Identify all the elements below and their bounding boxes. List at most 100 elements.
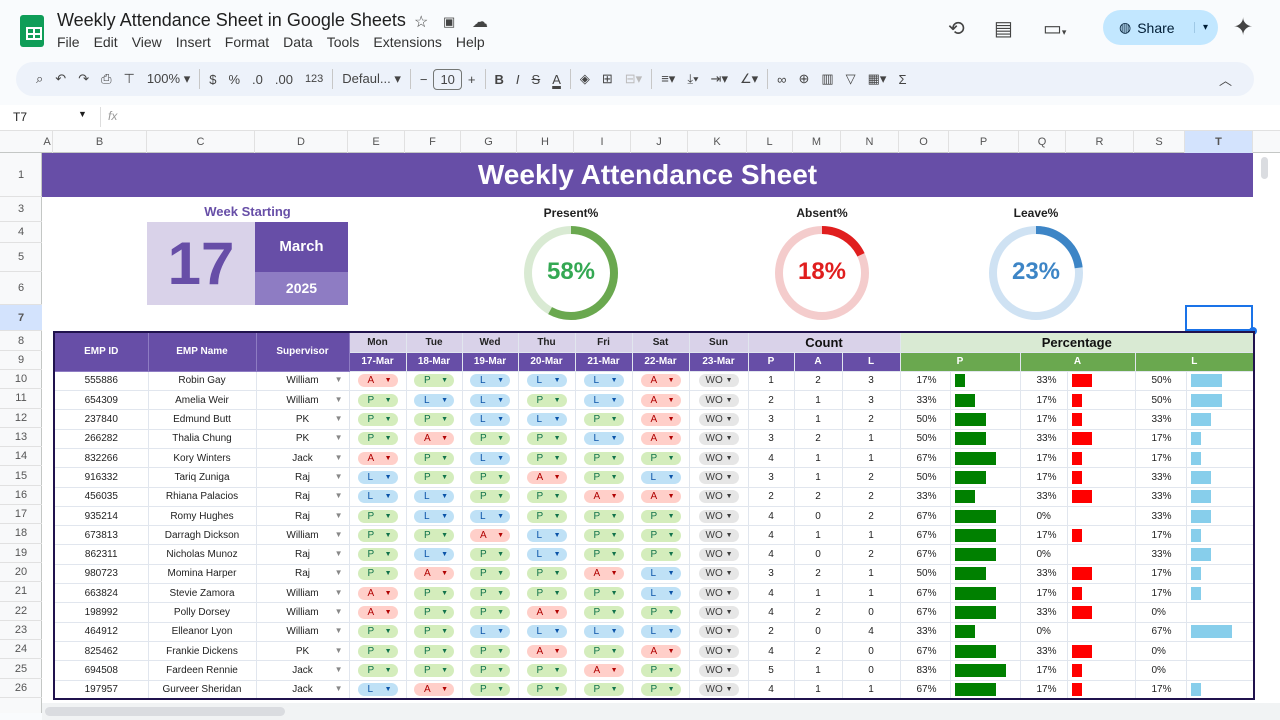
status-chip-p[interactable]: P ▼ [470,663,510,677]
status-chip-p[interactable]: P ▼ [414,528,454,542]
status-chip-l[interactable]: L ▼ [640,567,681,581]
attendance-cell[interactable]: L ▼ [461,409,519,430]
currency-button[interactable]: $ [209,71,217,87]
menu-tools[interactable]: Tools [326,34,360,50]
row-header-25[interactable]: 25 [0,660,42,679]
attendance-cell[interactable]: L ▼ [517,525,576,546]
attendance-cell[interactable]: P ▼ [405,621,463,642]
status-chip-a[interactable]: A ▼ [357,606,398,619]
attendance-cell[interactable]: WO ▼ [688,583,749,604]
status-chip-l[interactable]: L ▼ [357,470,398,484]
row-header-20[interactable]: 20 [0,563,42,583]
status-chip-p[interactable]: P ▼ [526,393,567,407]
status-chip-p[interactable]: P ▼ [583,606,624,619]
status-chip-l[interactable]: L ▼ [470,413,510,427]
attendance-cell[interactable]: P ▼ [461,544,519,565]
status-chip-p[interactable]: P ▼ [526,432,567,446]
attendance-cell[interactable]: L ▼ [461,505,519,527]
column-header-d[interactable]: D [255,131,348,153]
increase-decimal-button[interactable]: .00 [274,71,293,87]
status-chip-p[interactable]: P ▼ [470,548,510,562]
row-header-14[interactable]: 14 [0,447,42,467]
attendance-cell[interactable]: L ▼ [405,544,463,565]
status-chip-l[interactable]: L ▼ [470,374,510,388]
functions-icon[interactable]: Σ [898,71,907,87]
attendance-cell[interactable]: P ▼ [574,525,633,546]
font-select[interactable]: Defaul... ▾ [342,71,401,86]
attendance-cell[interactable]: WO ▼ [688,621,749,642]
status-chip-l[interactable]: L ▼ [583,432,624,446]
attendance-cell[interactable]: P ▼ [461,679,519,700]
attendance-cell[interactable]: P ▼ [405,409,463,430]
attendance-cell[interactable]: P ▼ [574,640,633,662]
attendance-cell[interactable]: A ▼ [574,660,633,681]
status-chip-p[interactable]: P ▼ [470,682,510,696]
status-chip-p[interactable]: P ▼ [414,586,454,600]
attendance-cell[interactable]: L ▼ [461,390,519,411]
attendance-cell[interactable]: L ▼ [461,370,519,392]
attendance-cell[interactable]: P ▼ [631,602,690,623]
status-chip-wo[interactable]: WO ▼ [698,490,739,504]
attendance-cell[interactable]: L ▼ [517,409,576,430]
attendance-cell[interactable]: P ▼ [517,679,576,700]
borders-icon[interactable]: ⊞ [601,71,613,86]
status-chip-p[interactable]: P ▼ [357,528,398,542]
attendance-cell[interactable]: P ▼ [461,660,519,681]
name-box-dropdown-icon[interactable]: ▼ [78,109,87,119]
attendance-cell[interactable]: P ▼ [348,544,407,565]
attendance-cell[interactable]: A ▼ [461,525,519,546]
status-chip-p[interactable]: P ▼ [414,470,454,484]
menu-extensions[interactable]: Extensions [373,34,442,50]
supervisor-dropdown[interactable]: Raj ▼ [255,505,350,527]
status-chip-wo[interactable]: WO ▼ [698,509,739,523]
row-header-19[interactable]: 19 [0,544,42,563]
attendance-cell[interactable]: P ▼ [405,370,463,392]
status-chip-wo[interactable]: WO ▼ [698,625,739,639]
status-chip-p[interactable]: P ▼ [357,413,398,427]
status-chip-p[interactable]: P ▼ [526,682,567,696]
status-chip-p[interactable]: P ▼ [526,451,567,465]
supervisor-dropdown[interactable]: PK ▼ [255,409,350,430]
supervisor-dropdown[interactable]: William ▼ [255,370,350,392]
attendance-cell[interactable]: L ▼ [348,467,407,488]
status-chip-p[interactable]: P ▼ [414,606,454,619]
meet-icon[interactable]: ▭▾ [1043,18,1067,40]
attendance-cell[interactable]: P ▼ [405,640,463,662]
menu-insert[interactable]: Insert [175,34,211,50]
row-header-4[interactable]: 4 [0,222,42,243]
insert-chart-icon[interactable]: ▥ [821,71,834,86]
share-dropdown-icon[interactable]: ▾ [1193,22,1208,33]
gemini-icon[interactable]: ✦ [1233,14,1254,41]
column-header-j[interactable]: J [631,131,688,153]
status-chip-wo[interactable]: WO ▼ [698,663,739,677]
attendance-cell[interactable]: WO ▼ [688,447,749,469]
column-header-f[interactable]: F [405,131,461,153]
filter-icon[interactable]: ▽ [845,71,856,86]
status-chip-l[interactable]: L ▼ [583,393,624,407]
attendance-cell[interactable]: A ▼ [631,409,690,430]
sheets-logo[interactable] [20,15,44,47]
row-header-6[interactable]: 6 [0,272,42,305]
attendance-cell[interactable]: L ▼ [517,370,576,392]
status-chip-p[interactable]: P ▼ [414,644,454,658]
menu-view[interactable]: View [131,34,162,50]
status-chip-a[interactable]: A ▼ [357,586,398,600]
attendance-cell[interactable]: P ▼ [348,563,407,585]
status-chip-p[interactable]: P ▼ [357,432,398,446]
increase-font-size-icon[interactable]: + [467,71,476,87]
number-format-button[interactable]: 123 [304,73,324,85]
attendance-cell[interactable]: A ▼ [348,583,407,604]
redo-icon[interactable]: ↷ [78,71,90,86]
attendance-cell[interactable]: P ▼ [348,409,407,430]
star-icon[interactable]: ☆ [414,14,429,31]
status-chip-wo[interactable]: WO ▼ [698,586,739,600]
status-chip-p[interactable]: P ▼ [640,451,681,465]
status-chip-p[interactable]: P ▼ [583,586,624,600]
status-chip-p[interactable]: P ▼ [640,663,681,677]
column-header-i[interactable]: I [574,131,631,153]
status-chip-wo[interactable]: WO ▼ [698,374,739,388]
attendance-cell[interactable]: P ▼ [574,583,633,604]
selected-cell-t7[interactable] [1185,305,1253,331]
attendance-cell[interactable]: WO ▼ [688,370,749,392]
insert-link-icon[interactable]: ∞ [777,71,787,87]
